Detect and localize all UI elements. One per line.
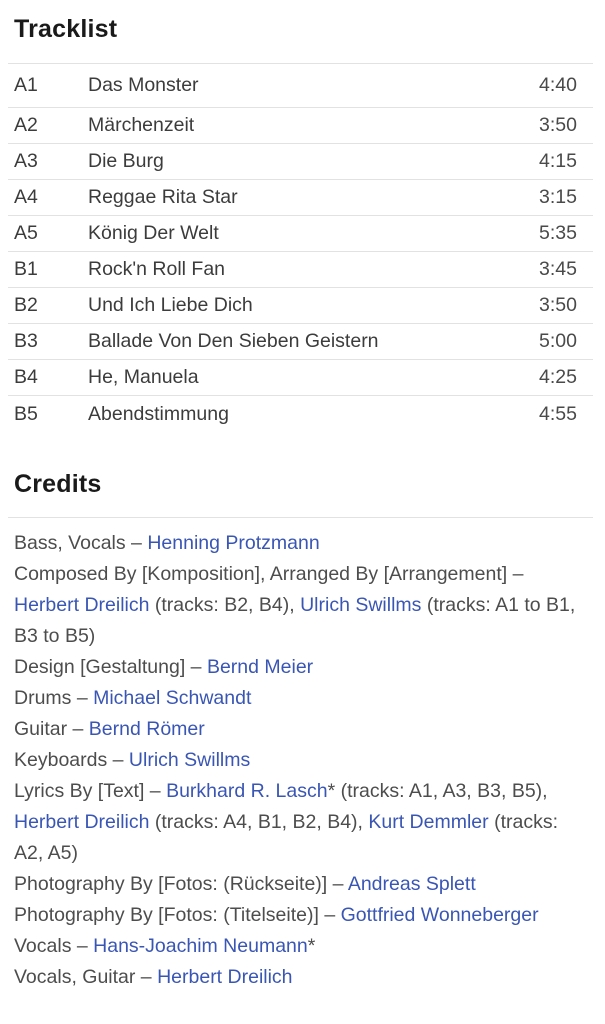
track-title: Die Burg [88,150,164,172]
track-duration: 5:35 [539,222,577,244]
track-title: Märchenzeit [88,114,195,136]
track-duration: 4:15 [539,150,577,172]
track-row: A4 Reggae Rita Star 3:15 [8,180,593,216]
credit-text: Lyrics By [Text] – [14,780,167,802]
track-title: Rock'n Roll Fan [88,258,226,280]
credit-entry: Bass, Vocals – Henning Protzmann [14,528,577,559]
track-row: A2 Märchenzeit 3:50 [8,108,593,144]
tracklist-heading-divider [8,63,593,64]
track-position: A1 [14,74,38,96]
track-row: B3 Ballade Von Den Sieben Geistern 5:00 [8,324,593,360]
tracklist-heading: Tracklist [14,15,118,43]
artist-link[interactable]: Bernd Römer [88,718,205,740]
credit-entry: Design [Gestaltung] – Bernd Meier [14,652,577,683]
credit-entry: Vocals – Hans-Joachim Neumann* [14,931,577,962]
track-duration: 4:25 [539,366,577,388]
credit-text: Design [Gestaltung] – [14,656,207,678]
track-duration: 4:55 [539,402,577,425]
credit-text: Vocals – [14,935,94,957]
track-position: A4 [14,186,38,208]
track-title: Ballade Von Den Sieben Geistern [88,330,379,352]
credit-text: Keyboards – [14,749,129,771]
credit-text: Vocals, Guitar – [14,966,158,988]
track-duration: 4:40 [539,74,577,96]
track-row: A3 Die Burg 4:15 [8,144,593,180]
artist-link[interactable]: Michael Schwandt [93,687,252,709]
credit-text: Bass, Vocals – [14,532,148,554]
track-duration: 5:00 [539,330,577,352]
track-duration: 3:45 [539,258,577,280]
tracklist-table: A1 Das Monster 4:40 A2 Märchenzeit 3:50 A3 Die … [8,64,593,432]
track-title: König Der Welt [88,222,219,244]
artist-link[interactable]: Herbert Dreilich [157,966,293,988]
credit-entry: Photography By [Fotos: (Rückseite)] – An… [14,869,577,900]
artist-link[interactable]: Bernd Meier [206,656,314,678]
credit-entry: Guitar – Bernd Römer [14,714,577,745]
credit-text: (tracks: A2, A5) [14,811,558,864]
credit-text: (tracks: B2, B4), [149,594,301,616]
track-title: Abendstimmung [88,402,229,425]
credit-text: Guitar – [14,718,89,740]
credit-entry: Composed By [Komposition], Arranged By [… [14,559,577,652]
credits-heading: Credits [14,470,102,498]
credit-text: (tracks: A4, B1, B2, B4), [149,811,369,833]
credit-text: Drums – [14,687,94,709]
track-position: B5 [14,402,38,425]
track-title: He, Manuela [88,366,199,388]
track-position: A2 [14,114,38,136]
credit-text: Composed By [Komposition], Arranged By [… [14,563,524,585]
track-title: Reggae Rita Star [88,186,238,208]
artist-link[interactable]: Burkhard R. Lasch [166,780,328,802]
track-row: B1 Rock'n Roll Fan 3:45 [8,252,593,288]
artist-link[interactable]: Herbert Dreilich [14,594,150,616]
credit-text: Photography By [Fotos: (Titelseite)] – [14,904,341,926]
track-row: B4 He, Manuela 4:25 [8,360,593,396]
credit-text: * (tracks: A1, A3, B3, B5), [327,780,548,802]
credit-text: * [307,935,316,957]
track-title: Das Monster [88,74,199,96]
track-row: A5 König Der Welt 5:35 [8,216,593,252]
credit-text: Photography By [Fotos: (Rückseite)] – [14,873,348,895]
artist-link[interactable]: Hans-Joachim Neumann [93,935,308,957]
credit-entry: Keyboards – Ulrich Swillms [14,745,577,776]
track-position: B3 [14,330,38,352]
track-duration: 3:50 [539,114,577,136]
artist-link[interactable]: Herbert Dreilich [14,811,150,833]
track-row: B2 Und Ich Liebe Dich 3:50 [8,288,593,324]
artist-link[interactable]: Gottfried Wonneberger [340,904,539,926]
track-title: Und Ich Liebe Dich [88,294,253,316]
track-position: A5 [14,222,38,244]
credits-heading-divider [8,517,593,518]
track-position: B1 [14,258,38,280]
track-row: B5 Abendstimmung 4:55 [8,396,593,432]
artist-link[interactable]: Ulrich Swillms [300,594,422,616]
credit-text: (tracks: A1 to B1, B3 to B5) [14,594,576,647]
credit-entry: Drums – Michael Schwandt [14,683,577,714]
credit-entry: Lyrics By [Text] – Burkhard R. Lasch* (t… [14,776,577,869]
track-position: A3 [14,150,38,172]
track-row: A1 Das Monster 4:40 [8,64,593,108]
artist-link[interactable]: Henning Protzmann [147,532,320,554]
track-duration: 3:50 [539,294,577,316]
credit-entry: Photography By [Fotos: (Titelseite)] – G… [14,900,577,931]
artist-link[interactable]: Andreas Splett [347,873,476,895]
artist-link[interactable]: Ulrich Swillms [128,749,251,771]
track-position: B2 [14,294,38,316]
credits-list: Bass, Vocals – Henning Protzmann Composed… [0,518,605,1013]
credit-entry: Vocals, Guitar – Herbert Dreilich [14,962,577,993]
track-position: B4 [14,366,38,388]
track-duration: 3:15 [539,186,577,208]
artist-link[interactable]: Kurt Demmler [368,811,489,833]
